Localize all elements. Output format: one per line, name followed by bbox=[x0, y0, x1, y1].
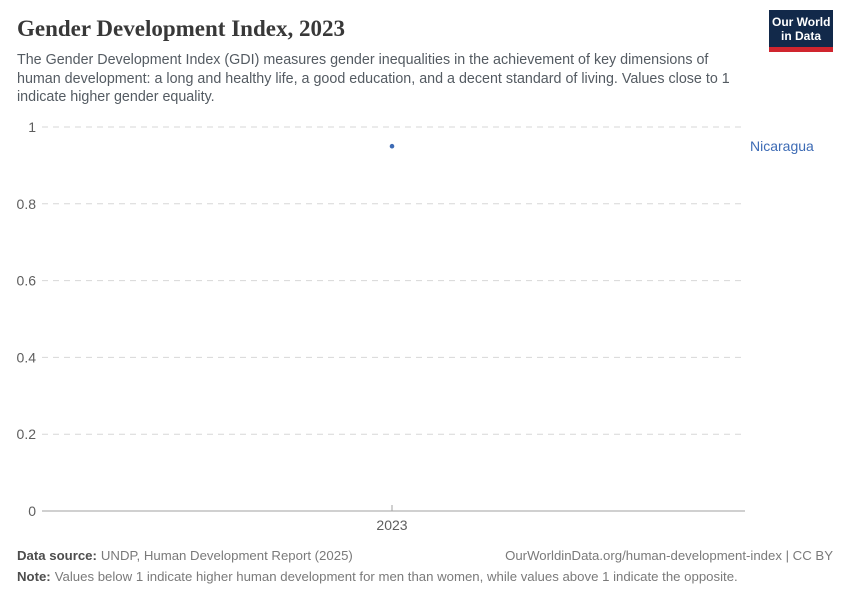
data-point-nicaragua[interactable] bbox=[389, 143, 395, 149]
data-source: Data source: UNDP, Human Development Repo… bbox=[17, 548, 353, 564]
data-source-text: UNDP, Human Development Report (2025) bbox=[100, 548, 353, 563]
owid-logo-line-1: Our World bbox=[772, 15, 831, 29]
owid-logo[interactable]: Our World in Data bbox=[769, 10, 833, 52]
entity-label-nicaragua[interactable]: Nicaragua bbox=[750, 138, 814, 154]
footer-source-row: Data source: UNDP, Human Development Repo… bbox=[17, 548, 833, 564]
y-tick-label-0-2: 0.2 bbox=[17, 426, 37, 442]
footer-note-row: Note: Values below 1 indicate higher huma… bbox=[17, 569, 833, 585]
y-tick-label-0-6: 0.6 bbox=[17, 273, 37, 289]
y-tick-label-0-8: 0.8 bbox=[17, 196, 37, 212]
data-source-label: Data source: bbox=[17, 548, 97, 563]
x-tick-label-2023: 2023 bbox=[376, 517, 407, 533]
note-text: Values below 1 indicate higher human dev… bbox=[54, 569, 738, 584]
attribution-link[interactable]: OurWorldinData.org/human-development-ind… bbox=[505, 548, 833, 563]
y-tick-label-0: 0 bbox=[28, 503, 36, 519]
owid-logo-line-2: in Data bbox=[780, 29, 821, 43]
page-title: Gender Development Index, 2023 bbox=[17, 16, 345, 41]
y-tick-label-0-4: 0.4 bbox=[17, 349, 37, 365]
y-tick-label-1: 1 bbox=[28, 119, 36, 135]
chart-plot-area: 1 0.8 0.6 0.4 0.2 0 2023 Nicaragua bbox=[17, 119, 814, 533]
note-label: Note: bbox=[17, 569, 51, 584]
chart-subtitle: The Gender Development Index (GDI) measu… bbox=[17, 52, 730, 106]
